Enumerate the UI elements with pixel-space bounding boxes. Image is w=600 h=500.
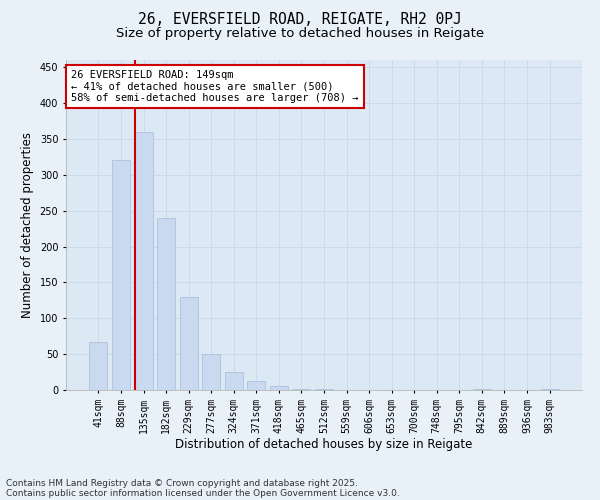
- Bar: [270, 386, 288, 390]
- Text: Contains public sector information licensed under the Open Government Licence v3: Contains public sector information licen…: [6, 488, 400, 498]
- Bar: [247, 382, 265, 390]
- Text: Contains HM Land Registry data © Crown copyright and database right 2025.: Contains HM Land Registry data © Crown c…: [6, 478, 358, 488]
- Bar: [541, 388, 559, 390]
- Bar: [157, 218, 175, 390]
- Bar: [89, 342, 107, 390]
- Bar: [179, 296, 198, 390]
- Y-axis label: Number of detached properties: Number of detached properties: [21, 132, 34, 318]
- Bar: [292, 388, 310, 390]
- Bar: [112, 160, 130, 390]
- Text: Size of property relative to detached houses in Reigate: Size of property relative to detached ho…: [116, 28, 484, 40]
- Text: 26 EVERSFIELD ROAD: 149sqm
← 41% of detached houses are smaller (500)
58% of sem: 26 EVERSFIELD ROAD: 149sqm ← 41% of deta…: [71, 70, 359, 103]
- Bar: [202, 354, 220, 390]
- X-axis label: Distribution of detached houses by size in Reigate: Distribution of detached houses by size …: [175, 438, 473, 452]
- Text: 26, EVERSFIELD ROAD, REIGATE, RH2 0PJ: 26, EVERSFIELD ROAD, REIGATE, RH2 0PJ: [138, 12, 462, 28]
- Bar: [134, 132, 152, 390]
- Bar: [225, 372, 243, 390]
